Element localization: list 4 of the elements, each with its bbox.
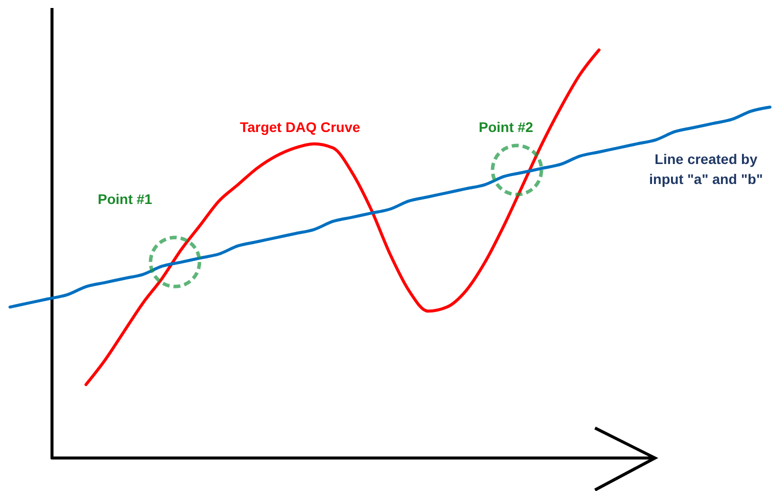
series-label: Line created by input "a" and "b" [649,151,763,187]
annotation: Point #2 [478,119,534,135]
annotation: Point #1 [98,191,152,207]
series-label: Target DAQ Cruve [240,119,360,135]
